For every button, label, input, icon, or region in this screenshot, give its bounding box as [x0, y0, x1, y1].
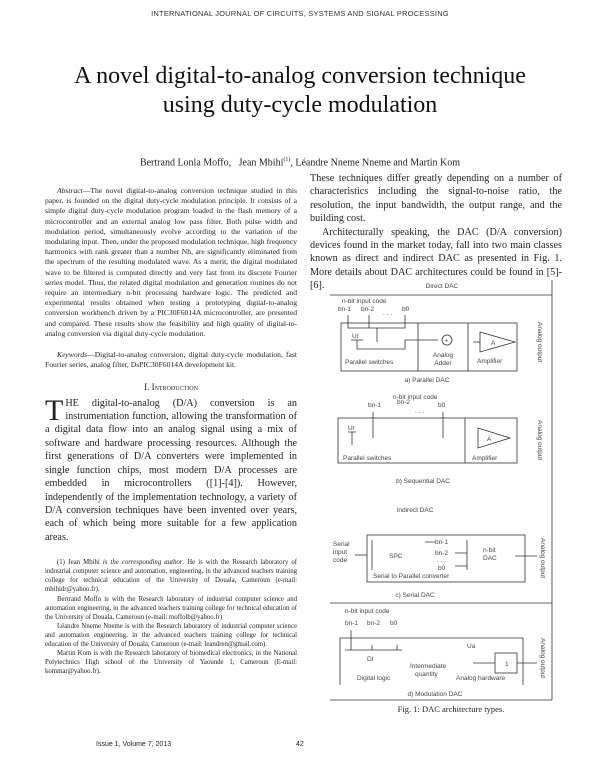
svg-text:Amplifier: Amplifier: [472, 455, 498, 462]
box-sequential-dac: [337, 417, 518, 464]
authors: Bertrand Lonla Moffo, Jean Mbihi(1), Léa…: [40, 157, 560, 168]
intro-first-word: HE: [65, 397, 79, 409]
svg-text:. . .: . . .: [415, 408, 424, 415]
svg-text:Intermediate: Intermediate: [410, 663, 447, 670]
svg-text:Serial to Parallel converter: Serial to Parallel converter: [373, 573, 450, 580]
keywords-text: —Digital-to-analog conversion, digital d…: [45, 350, 297, 370]
section-heading: I. Introduction: [45, 382, 297, 392]
author-2: Jean Mbihi: [238, 157, 284, 169]
caption-a: a) Parallel DAC: [405, 377, 450, 384]
right-column: These techniques differ greatly dependin…: [310, 172, 562, 293]
svg-text:bn-1: bn-1: [368, 402, 381, 409]
abstract: Abstract—The novel digital-to-analog con…: [45, 186, 297, 339]
footnote: (1) Jean Mbihi is the corresponding auth…: [45, 559, 297, 594]
author-3-4: , Léandre Nneme Nneme and Martin Kom: [290, 157, 461, 169]
figure-dac-architectures: Direct DAC n-bit input code bn-1 bn-2 . …: [330, 280, 553, 714]
svg-text:DAC: DAC: [483, 555, 497, 562]
svg-text:b0: b0: [390, 620, 398, 627]
svg-text:1: 1: [505, 661, 509, 668]
svg-text:Parallel switches: Parallel switches: [343, 455, 392, 462]
figure-caption: Fig. 1: DAC architecture types.: [398, 704, 505, 714]
svg-text:bn-2: bn-2: [361, 306, 374, 313]
svg-text:Analog hardware: Analog hardware: [456, 675, 506, 682]
svg-text:A: A: [487, 436, 492, 443]
caption-d: d) Modulation DAC: [408, 691, 463, 698]
paper-title: A novel digital-to-analog conversion tec…: [40, 62, 560, 120]
svg-text:quantity: quantity: [415, 671, 439, 678]
svg-text:A: A: [491, 340, 496, 347]
svg-text:bn-1: bn-1: [435, 539, 448, 546]
footnote: Bertrand Moffo is with the Research labo…: [45, 595, 297, 621]
svg-text:n-bit input code: n-bit input code: [393, 394, 438, 401]
svg-text:Analog output: Analog output: [536, 420, 543, 460]
box-parallel-dac: [340, 322, 518, 372]
keywords-label: Keywords: [57, 350, 88, 360]
title-line-2: using duty-cycle modulation: [162, 92, 438, 118]
journal-header: INTERNATIONAL JOURNAL OF CIRCUITS, SYSTE…: [151, 9, 449, 18]
svg-text:. . .: . . .: [437, 557, 446, 564]
label-direct-dac: Direct DAC: [426, 283, 459, 290]
drop-cap: T: [45, 393, 64, 427]
abstract-text: —The novel digital-to-analog conversion …: [45, 186, 297, 338]
box-serial-dac: [366, 534, 526, 583]
svg-text:Amplifier: Amplifier: [477, 358, 503, 365]
svg-text:b0: b0: [402, 306, 410, 313]
caption-b: b) Sequential DAC: [396, 478, 450, 485]
caption-c: c) Serial DAC: [395, 592, 435, 599]
svg-text:code: code: [333, 557, 347, 564]
paragraph: Architecturally speaking, the DAC (D/A c…: [310, 226, 562, 292]
footnote: Léandre Nneme Nneme is with the Research…: [45, 622, 297, 648]
svg-text:input: input: [333, 549, 347, 556]
svg-text:Digital logic: Digital logic: [357, 675, 391, 682]
svg-text:n-bit: n-bit: [483, 547, 496, 554]
section-number: I.: [144, 382, 150, 393]
svg-text:bn-1: bn-1: [345, 620, 358, 627]
author-1: Bertrand Lonla Moffo,: [139, 157, 232, 169]
paragraph: These techniques differ greatly dependin…: [310, 173, 562, 225]
svg-text:Analog output: Analog output: [536, 322, 543, 362]
svg-text:bn-1: bn-1: [338, 306, 351, 313]
svg-text:+: +: [445, 338, 449, 345]
svg-text:n-bit input code: n-bit input code: [345, 608, 390, 615]
title-line-1: A novel digital-to-analog conversion tec…: [74, 63, 526, 89]
svg-text:bn-2: bn-2: [397, 399, 410, 406]
svg-text:Analog: Analog: [433, 352, 454, 359]
svg-text:Analog output: Analog output: [539, 538, 546, 578]
keywords: Keywords—Digital-to-analog conversion, d…: [45, 350, 297, 370]
svg-text:Ur: Ur: [348, 425, 356, 432]
footer-issue: Issue 1, Volume 7, 2013: [96, 741, 172, 748]
svg-text:DI: DI: [367, 656, 374, 663]
section-title: Introduction: [151, 382, 198, 393]
intro-text: digital-to-analog (D/A) conversion is an…: [45, 397, 297, 543]
svg-text:SPC: SPC: [389, 553, 403, 560]
label-nbit: n-bit input code: [342, 298, 387, 305]
left-column: Abstract—The novel digital-to-analog con…: [45, 186, 297, 676]
footer-page-number: 42: [296, 741, 304, 748]
svg-text:Serial: Serial: [333, 541, 350, 548]
svg-text:Analog output: Analog output: [539, 638, 546, 678]
svg-text:Ur: Ur: [352, 333, 360, 340]
svg-text:bn-2: bn-2: [435, 550, 448, 557]
svg-text:Parallel switches: Parallel switches: [345, 359, 394, 366]
footnote: Martin Kom is with the Research laborato…: [45, 650, 297, 676]
svg-text:b0: b0: [438, 402, 446, 409]
svg-text:Adder: Adder: [434, 360, 452, 367]
svg-text:Ua: Ua: [467, 643, 476, 650]
intro-paragraph: T HE digital-to-analog (D/A) conversion i…: [45, 393, 297, 544]
abstract-label: Abstract: [57, 186, 83, 195]
author-mark: (1): [283, 157, 291, 163]
footnotes: (1) Jean Mbihi is the corresponding auth…: [45, 558, 297, 676]
svg-text:. . .: . . .: [383, 310, 392, 317]
svg-text:b0: b0: [438, 565, 446, 572]
svg-text:bn-2: bn-2: [367, 620, 380, 627]
label-indirect-dac: Indirect DAC: [397, 507, 434, 514]
